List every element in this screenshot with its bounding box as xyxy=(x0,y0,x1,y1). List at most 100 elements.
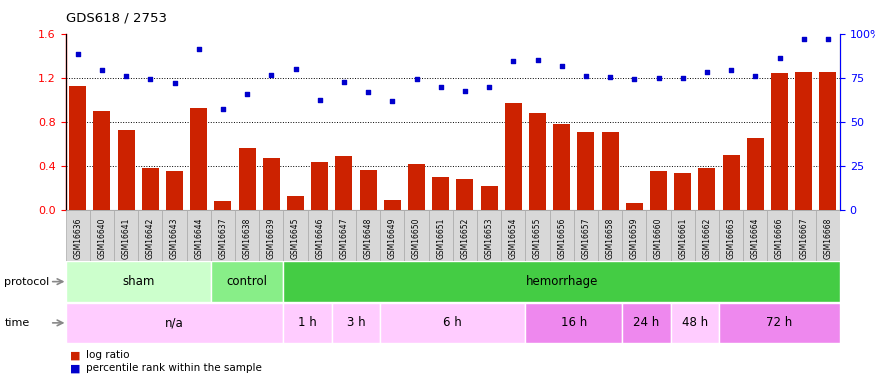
Text: GSM16655: GSM16655 xyxy=(533,217,542,259)
Point xyxy=(410,76,423,82)
Bar xyxy=(90,210,114,261)
Text: GSM16664: GSM16664 xyxy=(751,217,760,259)
Bar xyxy=(574,210,598,261)
Bar xyxy=(816,210,840,261)
Text: GSM16636: GSM16636 xyxy=(74,217,82,259)
Bar xyxy=(602,132,619,210)
Text: control: control xyxy=(227,275,268,288)
Bar xyxy=(332,210,356,261)
Text: GSM16653: GSM16653 xyxy=(485,217,493,259)
Bar xyxy=(287,196,304,210)
Text: GDS618 / 2753: GDS618 / 2753 xyxy=(66,11,166,24)
Bar xyxy=(477,210,501,261)
Text: hemorrhage: hemorrhage xyxy=(526,275,598,288)
Bar xyxy=(819,72,836,210)
Text: 48 h: 48 h xyxy=(682,316,708,329)
Bar xyxy=(675,172,691,210)
Bar xyxy=(262,158,280,210)
Bar xyxy=(622,210,647,261)
Bar xyxy=(743,210,767,261)
Text: 72 h: 72 h xyxy=(766,316,793,329)
Text: GSM16641: GSM16641 xyxy=(122,217,130,259)
Point xyxy=(216,106,230,112)
Text: 3 h: 3 h xyxy=(346,316,366,329)
Point xyxy=(821,36,835,42)
Text: n/a: n/a xyxy=(165,316,184,329)
Text: GSM16643: GSM16643 xyxy=(170,217,179,259)
Bar xyxy=(771,74,788,210)
Text: GSM16659: GSM16659 xyxy=(630,217,639,259)
Bar xyxy=(578,132,594,210)
Bar xyxy=(69,86,87,210)
Bar xyxy=(117,130,135,210)
Point xyxy=(119,73,133,79)
Bar xyxy=(719,303,840,343)
Bar xyxy=(214,201,231,210)
Text: 16 h: 16 h xyxy=(561,316,587,329)
Text: ■: ■ xyxy=(70,363,80,373)
Point xyxy=(700,69,714,75)
Bar xyxy=(650,171,667,210)
Text: GSM16656: GSM16656 xyxy=(557,217,566,259)
Bar xyxy=(259,210,284,261)
Bar xyxy=(94,111,110,210)
Bar xyxy=(284,210,308,261)
Text: GSM16637: GSM16637 xyxy=(219,217,228,259)
Point xyxy=(652,75,666,81)
Bar xyxy=(284,303,332,343)
Point xyxy=(530,57,544,63)
Bar xyxy=(308,210,332,261)
Text: 24 h: 24 h xyxy=(634,316,660,329)
Bar xyxy=(138,210,163,261)
Bar xyxy=(719,210,743,261)
Text: GSM16647: GSM16647 xyxy=(340,217,348,259)
Bar xyxy=(432,177,449,210)
Bar xyxy=(356,210,381,261)
Text: GSM16668: GSM16668 xyxy=(823,217,832,259)
Bar xyxy=(553,124,570,210)
Text: GSM16651: GSM16651 xyxy=(437,217,445,259)
Text: GSM16657: GSM16657 xyxy=(581,217,591,259)
Bar xyxy=(312,162,328,210)
Text: GSM16638: GSM16638 xyxy=(242,217,252,259)
Bar xyxy=(647,210,670,261)
Bar xyxy=(163,210,186,261)
Point xyxy=(71,51,85,57)
Point xyxy=(458,88,472,94)
Bar xyxy=(505,103,522,210)
Bar xyxy=(114,210,138,261)
Bar xyxy=(404,210,429,261)
Point xyxy=(579,73,593,79)
Bar xyxy=(66,261,211,302)
Point xyxy=(748,73,762,79)
Point xyxy=(144,76,158,82)
Bar xyxy=(166,171,183,210)
Text: log ratio: log ratio xyxy=(86,351,130,360)
Bar xyxy=(723,155,739,210)
Bar xyxy=(622,303,670,343)
Bar xyxy=(211,261,284,302)
Point xyxy=(240,92,254,98)
Bar xyxy=(186,210,211,261)
Bar xyxy=(550,210,574,261)
Bar xyxy=(525,210,550,261)
Bar xyxy=(480,186,498,210)
Point xyxy=(94,67,108,73)
Text: GSM16652: GSM16652 xyxy=(460,217,469,259)
Text: GSM16658: GSM16658 xyxy=(606,217,614,259)
Point xyxy=(555,63,569,69)
Bar xyxy=(381,303,525,343)
Bar xyxy=(529,113,546,210)
Bar xyxy=(66,303,284,343)
Text: GSM16644: GSM16644 xyxy=(194,217,203,259)
Bar xyxy=(332,303,381,343)
Text: sham: sham xyxy=(122,275,154,288)
Point xyxy=(385,98,399,104)
Text: 1 h: 1 h xyxy=(298,316,317,329)
Point xyxy=(627,76,641,82)
Bar xyxy=(525,303,622,343)
Text: GSM16640: GSM16640 xyxy=(97,217,107,259)
Bar xyxy=(211,210,235,261)
Bar xyxy=(698,168,716,210)
Point xyxy=(797,36,811,42)
